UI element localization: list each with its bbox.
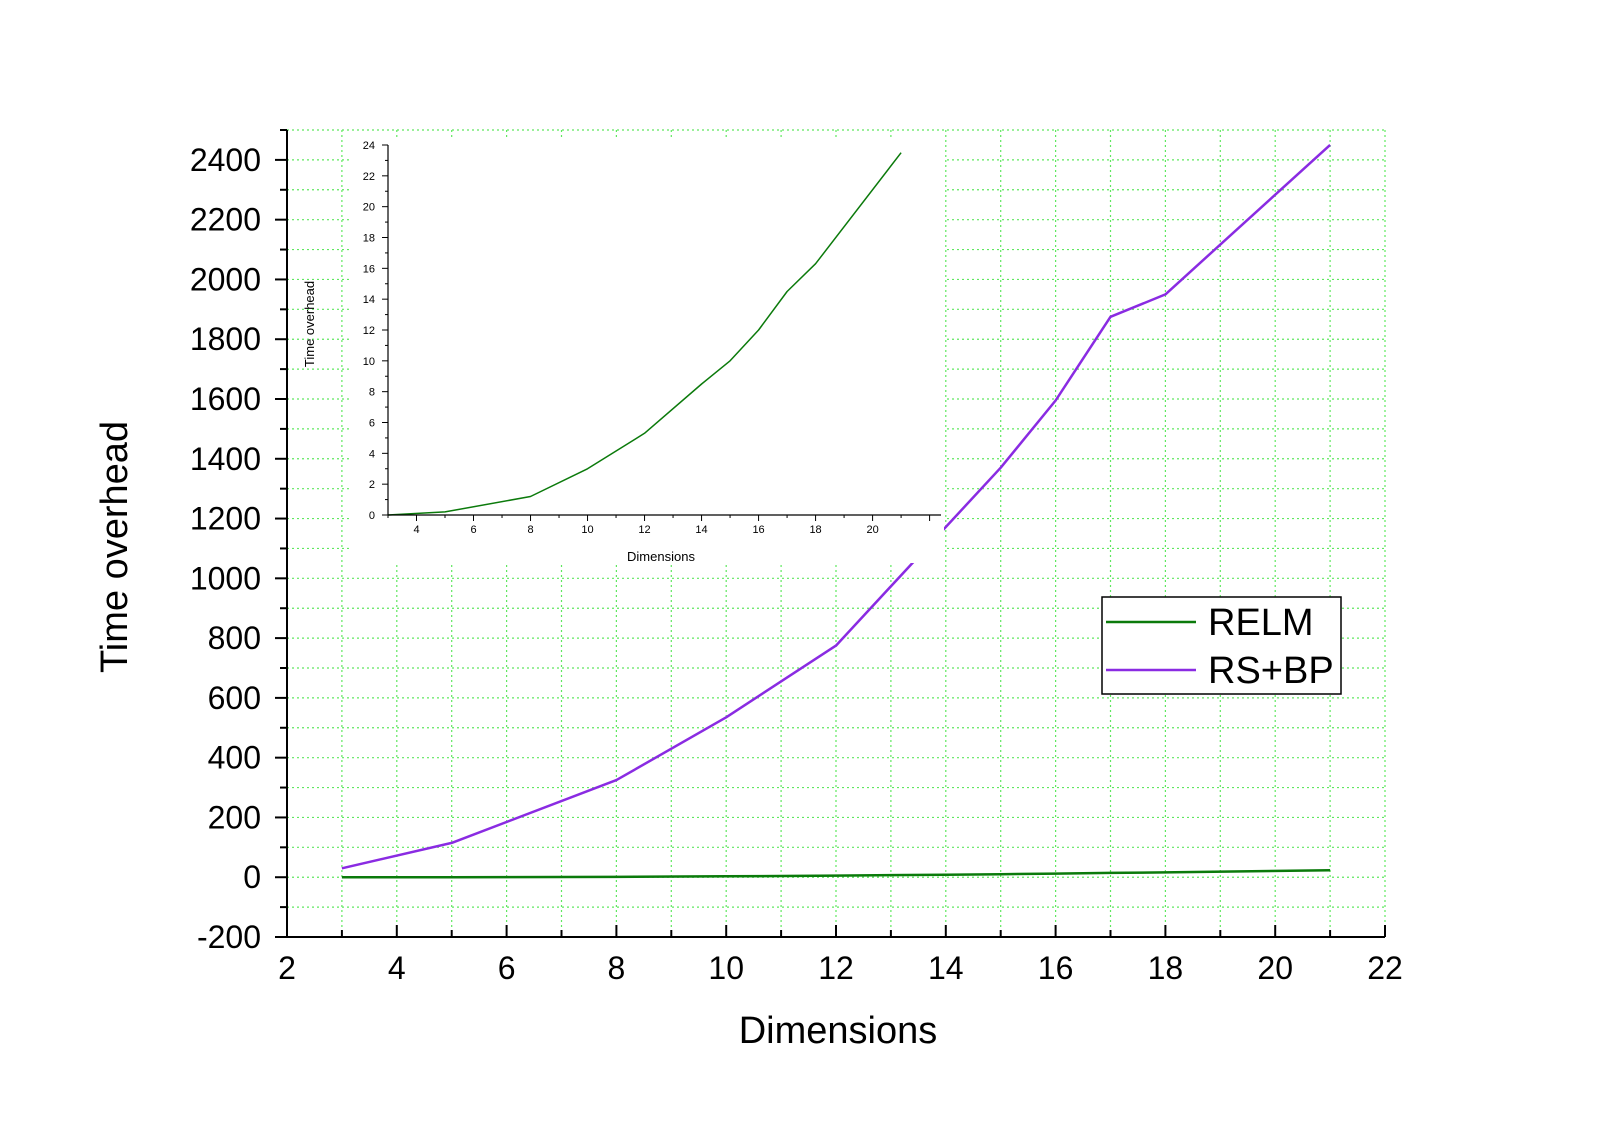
y-tick-label: 600	[208, 680, 261, 716]
x-tick-label: 18	[1148, 950, 1184, 986]
x-tick-label: 2	[278, 950, 296, 986]
x-tick-label: 8	[608, 950, 626, 986]
inset-x-tick-label: 18	[809, 524, 821, 536]
inset-x-tick-label: 6	[470, 524, 476, 536]
inset-series	[387, 152, 902, 516]
legend-label-rsbp: RS+BP	[1208, 650, 1334, 692]
inset-y-tick-label: 12	[363, 325, 375, 337]
series-line-relm	[341, 868, 1331, 879]
main-y-axis-label: Time overhead	[94, 421, 136, 673]
x-tick-label: 12	[818, 950, 854, 986]
x-tick-label: 16	[1038, 950, 1074, 986]
y-tick-label: 2200	[190, 202, 261, 238]
inset-y-tick-label: 4	[369, 448, 375, 460]
inset-y-tick-label: 10	[363, 356, 375, 368]
legend-label-relm: RELM	[1208, 602, 1314, 644]
inset-y-axis-label: Time overhead	[302, 281, 317, 367]
inset-axes	[382, 144, 941, 521]
y-tick-label: 800	[208, 620, 261, 656]
x-tick-label: 22	[1367, 950, 1403, 986]
inset-y-tick-label: 22	[363, 171, 375, 183]
inset-y-tick-label: 0	[369, 510, 375, 522]
x-tick-label: 4	[388, 950, 406, 986]
y-tick-label: -200	[197, 919, 261, 955]
x-tick-label: 6	[498, 950, 516, 986]
y-tick-label: 1400	[190, 441, 261, 477]
y-tick-label: 1000	[190, 560, 261, 596]
inset-y-tick-label: 18	[363, 233, 375, 245]
x-tick-label: 10	[708, 950, 744, 986]
y-tick-label: 200	[208, 799, 261, 835]
y-tick-label: 0	[243, 859, 261, 895]
x-tick-label: 14	[928, 950, 964, 986]
inset-y-tick-label: 16	[363, 263, 375, 275]
inset-y-tick-label: 6	[369, 418, 375, 430]
y-tick-label: 2400	[190, 142, 261, 178]
legend-box	[1101, 596, 1342, 695]
inset-x-tick-label: 14	[695, 524, 707, 536]
main-axes	[275, 129, 1386, 938]
inset-y-tick-label: 8	[369, 387, 375, 399]
inset-series-line-relm	[387, 152, 902, 516]
inset-background	[352, 138, 944, 563]
legend: RELM RS+BP	[1101, 596, 1342, 695]
inset-y-tick-label: 2	[369, 479, 375, 491]
y-tick-label: 400	[208, 740, 261, 776]
inset-y-tick-label: 14	[363, 294, 375, 306]
inset-y-tick-label: 20	[363, 202, 375, 214]
inset-x-tick-label: 10	[581, 524, 593, 536]
y-tick-label: 1600	[190, 381, 261, 417]
y-tick-label: 1200	[190, 501, 261, 537]
x-tick-label: 20	[1257, 950, 1293, 986]
inset-x-tick-label: 8	[527, 524, 533, 536]
inset-x-tick-label: 12	[638, 524, 650, 536]
inset-x-tick-label: 20	[866, 524, 878, 536]
y-tick-label: 1800	[190, 321, 261, 357]
inset-x-tick-label: 16	[752, 524, 764, 536]
inset-x-tick-label: 4	[413, 524, 419, 536]
inset-x-axis-label: Dimensions	[627, 549, 695, 564]
inset-y-tick-label: 24	[363, 140, 375, 152]
y-tick-label: 2000	[190, 261, 261, 297]
main-x-axis-label: Dimensions	[739, 1010, 938, 1052]
main-tick-labels: 2 4 6 8 10 12 14 16 18 20 22-200020040060080010001…	[190, 142, 1403, 986]
